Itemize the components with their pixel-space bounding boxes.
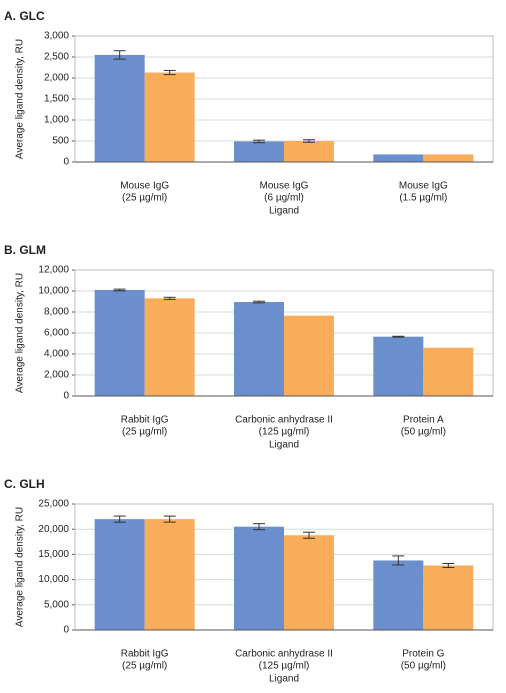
y-tick-label: 25,000: [38, 499, 69, 510]
bar: [284, 315, 334, 396]
bar: [423, 154, 474, 162]
chart-title: C. GLH: [4, 477, 45, 491]
error-bar: [163, 69, 176, 76]
error-bar: [392, 555, 405, 566]
bar: [144, 519, 195, 630]
bar: [94, 54, 145, 162]
y-tick-label: 3,000: [44, 31, 69, 42]
error-bar: [163, 296, 176, 300]
bar: [423, 565, 474, 630]
x-axis-label: Ligand: [269, 674, 299, 685]
bar: [94, 519, 145, 630]
y-tick-label: 8,000: [44, 307, 69, 318]
y-tick-label: 6,000: [44, 328, 69, 339]
error-bar: [392, 335, 405, 338]
bar: [234, 141, 284, 162]
x-tick-label: (25 µg/ml): [122, 661, 167, 672]
x-tick-label: Mouse IgG: [120, 181, 169, 192]
bar: [284, 535, 334, 630]
y-tick-label: 15,000: [38, 549, 69, 560]
x-axis-label: Ligand: [269, 440, 299, 451]
x-tick-label: (25 µg/ml): [122, 193, 167, 204]
x-axis-label: Ligand: [269, 206, 299, 217]
chart-title: A. GLC: [4, 9, 45, 23]
x-tick-label: Rabbit IgG: [121, 649, 169, 660]
x-tick-label: (50 µg/ml): [401, 661, 446, 672]
y-tick-label: 0: [63, 391, 69, 402]
bar: [94, 289, 145, 396]
y-tick-label: 4,000: [44, 349, 69, 360]
x-tick-label: (50 µg/ml): [401, 427, 446, 438]
error-bar: [303, 139, 315, 143]
x-tick-label: Carbonic anhydrase II: [235, 649, 333, 660]
bar: [144, 72, 195, 162]
chart-title: B. GLM: [4, 243, 46, 257]
y-tick-label: 1,000: [44, 115, 69, 126]
y-tick-label: 1,500: [44, 94, 69, 105]
bar: [373, 560, 424, 630]
x-tick-label: (125 µg/ml): [259, 427, 310, 438]
y-tick-label: 500: [52, 136, 69, 147]
x-tick-label: (125 µg/ml): [259, 661, 310, 672]
y-tick-label: 12,000: [38, 265, 69, 276]
y-axis-label: Average ligand density, RU: [15, 273, 26, 393]
x-tick-label: (25 µg/ml): [122, 427, 167, 438]
x-tick-label: Protein G: [402, 649, 444, 660]
y-tick-label: 2,000: [44, 73, 69, 84]
x-tick-label: (6 µg/ml): [264, 193, 304, 204]
bar: [234, 526, 284, 630]
error-bar: [163, 515, 176, 523]
bar: [373, 154, 424, 162]
error-bar: [303, 531, 315, 539]
y-tick-label: 10,000: [38, 286, 69, 297]
error-bar: [113, 288, 126, 292]
bar: [234, 302, 284, 396]
y-tick-label: 10,000: [38, 574, 69, 585]
error-bar: [253, 523, 265, 531]
y-tick-label: 0: [63, 625, 69, 636]
bar: [423, 347, 474, 396]
error-bar: [113, 515, 126, 523]
bar: [144, 298, 195, 396]
x-tick-label: (1.5 µg/ml): [399, 193, 447, 204]
error-bar: [253, 139, 265, 144]
y-tick-label: 0: [63, 157, 69, 168]
y-axis-label: Average ligand density, RU: [15, 39, 26, 159]
y-tick-label: 2,000: [44, 370, 69, 381]
y-tick-label: 20,000: [38, 524, 69, 535]
x-tick-label: Mouse IgG: [260, 181, 309, 192]
error-bar: [442, 562, 455, 569]
y-axis-label: Average ligand density, RU: [15, 507, 26, 627]
error-bar: [253, 300, 265, 304]
bar: [284, 141, 334, 162]
x-tick-label: Rabbit IgG: [121, 415, 169, 426]
x-tick-label: Carbonic anhydrase II: [235, 415, 333, 426]
bar: [373, 336, 424, 396]
y-tick-label: 2,500: [44, 52, 69, 63]
error-bar: [113, 50, 126, 60]
x-tick-label: Protein A: [403, 415, 444, 426]
y-tick-label: 5,000: [44, 599, 69, 610]
x-tick-label: Mouse IgG: [399, 181, 448, 192]
